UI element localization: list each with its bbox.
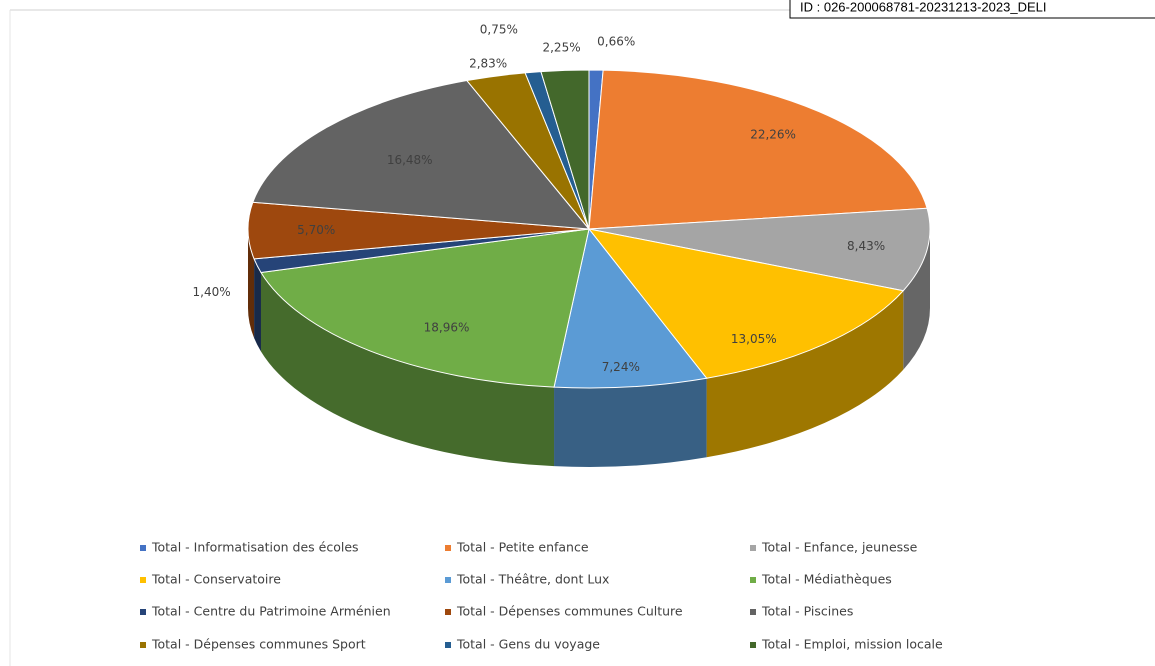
pie-slice	[252, 80, 591, 230]
legend-label: Total - Emploi, mission locale	[761, 637, 943, 652]
legend-swatch	[140, 545, 146, 551]
legend-swatch	[140, 577, 146, 583]
data-label: 22,26%	[750, 128, 796, 142]
legend-swatch	[445, 642, 451, 648]
legend-label: Total - Gens du voyage	[456, 637, 600, 652]
data-labels: 0,66% 22,26% 8,43% 13,05% 7,24% 18,96% 1,40% 5,…	[193, 22, 886, 374]
data-label: 7,24%	[602, 360, 640, 374]
legend-swatch	[140, 642, 146, 648]
legend-swatch	[445, 577, 451, 583]
legend-label: Total - Informatisation des écoles	[151, 540, 359, 555]
data-label: 2,25%	[542, 41, 580, 55]
pie-slice	[587, 228, 905, 379]
document-id: ID : 026-200068781-20231213-2023_DELI	[800, 0, 1046, 14]
legend-label: Total - Centre du Patrimoine Arménien	[151, 604, 391, 619]
data-label: 2,83%	[469, 56, 507, 70]
legend-swatch	[750, 609, 756, 615]
data-label: 0,66%	[597, 35, 635, 49]
legend-swatch	[750, 545, 756, 551]
pie-slice	[540, 69, 590, 230]
data-label: 18,96%	[424, 321, 470, 335]
legend-label: Total - Dépenses communes Sport	[151, 637, 366, 652]
legend-label: Total - Conservatoire	[151, 572, 281, 587]
legend-label: Total - Médiathèques	[761, 572, 892, 587]
pie-side	[903, 229, 930, 370]
pie-tops	[247, 69, 931, 389]
pie-side	[254, 258, 261, 352]
legend-label: Total - Dépenses communes Culture	[456, 604, 683, 619]
legend-swatch	[445, 609, 451, 615]
data-label: 0,75%	[480, 22, 518, 36]
pie-sides	[248, 229, 930, 467]
legend-label: Total - Théâtre, dont Lux	[456, 572, 609, 587]
pie-slice	[553, 227, 708, 389]
legend-swatch	[445, 545, 451, 551]
data-label: 13,05%	[731, 332, 777, 346]
legend-swatch	[750, 577, 756, 583]
data-label: 16,48%	[387, 153, 433, 167]
data-label: 5,70%	[297, 223, 335, 237]
pie-side	[554, 378, 707, 467]
pie-slice	[260, 228, 590, 388]
id-box	[789, 0, 1155, 19]
legend-swatch	[140, 609, 146, 615]
pie-slice	[588, 207, 931, 292]
legend-swatch	[750, 642, 756, 648]
pie-side	[260, 272, 555, 467]
pie-slice	[588, 69, 928, 230]
data-label: 1,40%	[193, 285, 231, 299]
legend-label: Total - Piscines	[761, 604, 853, 619]
legend: Total - Informatisation des écoles Total …	[140, 540, 943, 652]
legend-label: Total - Petite enfance	[456, 540, 589, 555]
pie-side	[706, 290, 904, 458]
data-label: 8,43%	[847, 239, 885, 253]
legend-label: Total - Enfance, jeunesse	[761, 540, 918, 555]
